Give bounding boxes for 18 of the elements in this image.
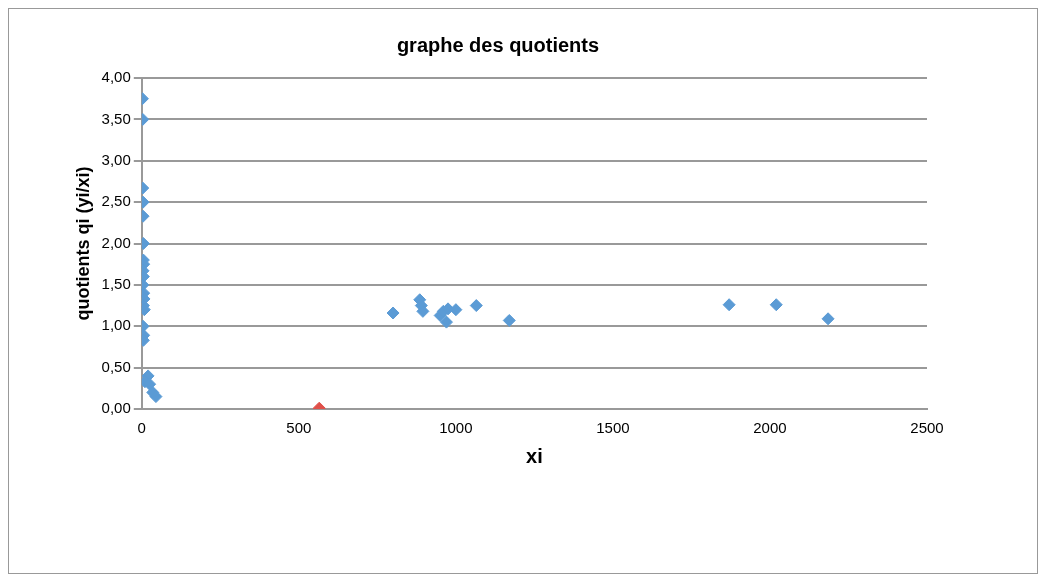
chart-title: graphe des quotients [396,33,600,56]
y-axis-title: quotients qi (yi/xi) [72,166,93,321]
x-tick-label: 1000 [439,419,473,437]
y-tick-label: 1,50 [101,275,131,293]
y-tick-label: 2,00 [101,233,131,251]
x-tick-label: 2000 [753,419,787,437]
y-tick-label: 2,50 [101,192,131,210]
x-tick-label: 0 [137,419,146,437]
y-tick-label: 3,50 [101,109,131,127]
y-tick-label: 1,00 [101,316,131,334]
y-tick-label: 0,00 [101,399,131,417]
x-tick-label: 2500 [910,419,944,437]
y-tick-label: 3,00 [101,150,131,168]
y-tick-label: 0,50 [101,357,131,375]
x-axis-title: xi [526,444,543,467]
x-tick-label: 1500 [596,419,630,437]
y-tick-label: 4,00 [101,68,131,86]
x-tick-label: 500 [286,419,312,437]
